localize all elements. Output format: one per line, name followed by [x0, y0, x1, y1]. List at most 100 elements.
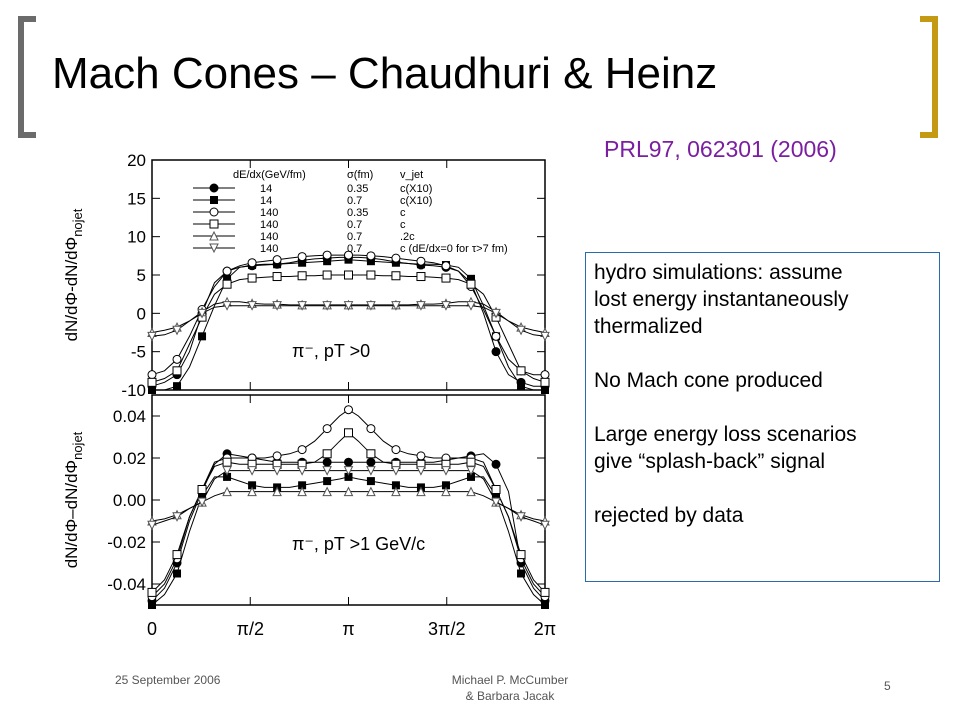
chart-bottom-series-1-point [344, 472, 353, 481]
chart-bottom-series-2-point [416, 451, 426, 461]
footer-page-number: 5 [884, 679, 891, 693]
chart-bottom-series-0-point [491, 459, 501, 469]
chart-bottom-ytick-label: -0.04 [107, 575, 146, 594]
chart-svg: 20 15 10 5 0 -5 -10 dN/dΦ-dN/dΦnojet π⁻, pT >0 0.… [62, 151, 556, 639]
chart-bottom-series-0-point [344, 457, 353, 467]
chart-top-series-0-point [491, 347, 501, 357]
chart-top-series-3-point [172, 366, 182, 376]
chart-top-series-3-point [416, 272, 426, 282]
chart-bottom-ylabel: dN/dΦ–dN/dΦnojet [62, 431, 85, 568]
chart-top-series-3-point [297, 271, 307, 281]
chart-bottom-series-5-point [222, 466, 232, 476]
chart-bottom-series-4-point [343, 486, 354, 497]
chart-top-series-1-point [466, 274, 475, 283]
chart-top-ytick-label: 20 [127, 151, 146, 170]
chart-bottom-annotation: π⁻, pT >1 GeV/c [292, 534, 425, 554]
chart-top-series-2-point [322, 250, 332, 260]
chart-bottom-series-5-point [172, 512, 182, 522]
chart-bottom-series-4-point [222, 486, 232, 497]
chart-top-series-1-point [198, 332, 207, 341]
chart-bottom-series-2-line [151, 409, 546, 597]
legend-marker [210, 196, 218, 204]
slide-title: Mach Cones – Chaudhuri & Heinz [52, 49, 718, 98]
chart-top-series-3-point [147, 377, 157, 387]
citation: PRL97, 062301 (2006) [604, 136, 837, 162]
chart-top-series-2-point [247, 258, 257, 268]
chart-bottom-series-3-point [172, 550, 182, 560]
chart-bottom-series-4-point [391, 486, 401, 497]
chart-bottom-series-5-point [391, 466, 401, 476]
chart-bottom-ytick-label: 0.00 [113, 491, 146, 510]
chart-top-annotation: π⁻, pT >0 [292, 341, 370, 361]
chart-top-ytick-label: 10 [127, 228, 146, 247]
chart-bottom-series-5-point [272, 466, 282, 476]
chart-bottom-series-3-point [197, 485, 207, 494]
chart-top-ytick-label: -10 [121, 381, 146, 400]
chart-top-series-3-point [441, 273, 451, 283]
chart-bottom-series-3-point [344, 428, 353, 438]
chart-bottom-series-1-point [391, 481, 400, 490]
chart-bottom-series-1-point [366, 477, 375, 486]
chart-top-series-2-point [491, 331, 501, 341]
chart-top-series-5-point [366, 301, 376, 311]
footer-author: Michael P. McCumber & Barbara Jacak [451, 673, 569, 703]
legend-dedx-value: 14 [260, 195, 272, 207]
legend-dedx-value: 140 [260, 207, 278, 219]
chart-bottom-series-3-point [366, 449, 376, 459]
chart-bottom-frame [151, 394, 546, 606]
chart-top-series-3-point [344, 270, 353, 280]
chart-top-series-1-point [148, 386, 156, 394]
chart-top-series-2-point [416, 256, 426, 266]
chart-bottom-series-5-point [466, 466, 476, 476]
chart-bottom-series-5-point [322, 466, 332, 476]
legend-vjet-value: c [400, 207, 406, 219]
legend-dedx-value: 140 [260, 243, 278, 255]
chart-bottom-xtick-label: π [342, 619, 354, 639]
chart-bottom-series-1-point [466, 472, 475, 481]
chart-bottom-series-1-point [323, 477, 332, 486]
chart-bottom-series-0-point [366, 457, 376, 467]
chart-top-series-3-point [366, 270, 376, 280]
chart-bottom-series-2-point [344, 405, 353, 415]
chart-top-series-1-point [173, 382, 182, 391]
chart-top-series-1-point [517, 382, 526, 391]
chart-bottom-series-2-point [297, 445, 307, 455]
chart-top-series-5-point [391, 301, 401, 311]
chart-bottom-series-5-point [197, 497, 207, 508]
legend-sigma-value: 0.7 [347, 231, 362, 243]
chart-bottom-series-1-point [148, 601, 156, 609]
legend-dedx-value: 140 [260, 231, 278, 243]
chart-bottom-ylabel-sub: nojet [70, 431, 85, 460]
chart-top-series-5-point [172, 325, 182, 336]
chart-top-series-1-point [298, 258, 307, 267]
chart-top-series-5-point [491, 308, 501, 319]
chart-bottom-series-1-point [198, 491, 207, 500]
chart-bottom-ytick-label: 0.04 [113, 407, 146, 426]
chart-bottom-series-5-point [247, 466, 257, 476]
chart-bottom-series-1-point [173, 569, 182, 578]
chart-top-series-5-point [297, 301, 307, 311]
chart-top-series-2-point [441, 261, 451, 271]
chart-top-series-5-point [466, 301, 476, 311]
chart-bottom-series-5-point [491, 497, 501, 508]
chart-top-series-5-point [540, 331, 550, 342]
note-rejected: rejected by data [594, 504, 744, 527]
chart-bottom-series-1-point [223, 472, 232, 481]
chart-bottom-series-4-point [441, 486, 451, 497]
legend-dedx-value: 140 [260, 219, 278, 231]
chart-bottom-series-5-point [441, 466, 451, 476]
chart-bottom-ytick-label: 0.02 [113, 449, 146, 468]
chart-bottom-xtick-label: 3π/2 [428, 619, 465, 639]
chart-bottom-series-3-point [222, 457, 232, 467]
chart-bottom-series-3-line [151, 432, 546, 593]
chart-bottom-series-3-point [540, 587, 550, 597]
chart-bottom-series-2-point [391, 445, 401, 455]
chart-top-series-3-point [222, 279, 232, 289]
legend-marker [209, 230, 219, 241]
chart-top-series-5-point [322, 301, 332, 311]
chart-top-series-3-point [322, 270, 332, 280]
legend-marker [209, 243, 219, 254]
legend-vjet-value: c(X10) [400, 195, 432, 207]
chart-top-series-1-point [344, 255, 353, 264]
chart-top-series-3-point [391, 271, 401, 281]
